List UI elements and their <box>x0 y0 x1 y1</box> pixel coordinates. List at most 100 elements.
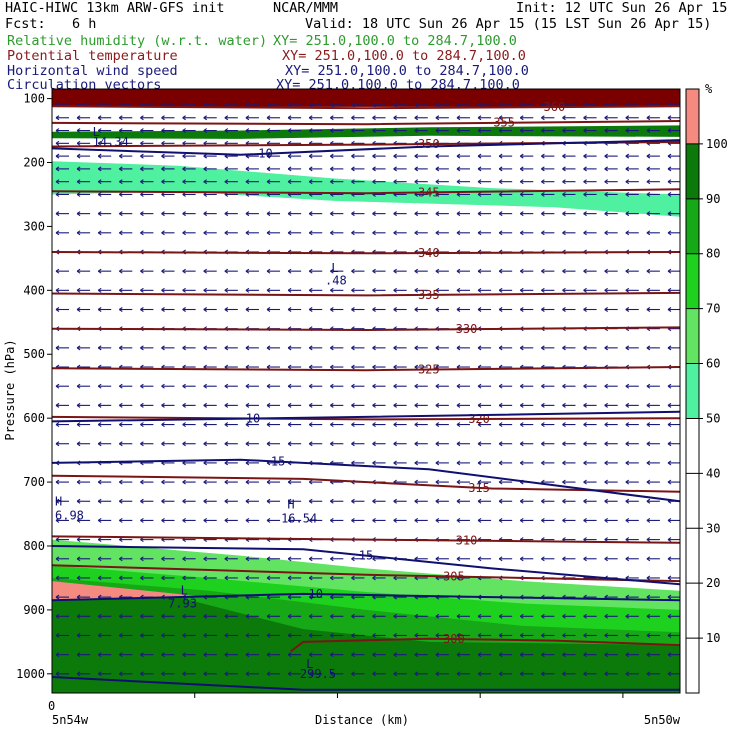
wind-vector <box>646 498 660 504</box>
wind-vector <box>477 671 492 677</box>
wind-vector <box>498 633 513 638</box>
wind-vector <box>541 192 555 197</box>
wind-vector <box>245 671 259 677</box>
wind-vector <box>76 211 91 217</box>
colorbar-unit: % <box>705 82 713 96</box>
wind-vector <box>161 345 175 351</box>
wind-vector <box>287 128 302 134</box>
wind-vector <box>203 166 217 172</box>
wind-vector <box>351 211 365 217</box>
wind-vector <box>393 633 407 638</box>
wind-vector <box>55 479 69 485</box>
wind-vector <box>562 153 576 159</box>
wind-vector <box>498 153 513 159</box>
wind-vector <box>646 479 660 485</box>
wind-vector <box>55 537 69 543</box>
wind-vector <box>140 671 154 677</box>
extremum-annotation: L <box>306 657 313 671</box>
wind-vector <box>119 556 133 562</box>
wind-vector <box>372 517 386 523</box>
wind-vector <box>308 128 323 134</box>
wind-vector <box>140 115 154 121</box>
wind-vector <box>76 613 91 619</box>
wind-vector <box>393 102 407 108</box>
wind-vector <box>393 230 407 236</box>
wind-vector <box>97 192 112 197</box>
wind-vector <box>161 479 175 485</box>
wind-vector <box>119 479 133 485</box>
wind-vector <box>351 652 365 658</box>
wind-vector <box>119 166 133 172</box>
wind-vector <box>541 115 555 121</box>
wind-vector <box>330 128 344 134</box>
field-name-vectors: Circulation vectors <box>7 78 162 89</box>
wind-vector <box>583 166 597 172</box>
wind-vector <box>667 537 680 543</box>
wind-vector <box>372 422 386 428</box>
wind-vector <box>55 230 69 236</box>
wind-vector <box>498 192 513 197</box>
wind-vector <box>330 364 344 370</box>
wind-vector <box>372 211 386 217</box>
wind-vector <box>667 211 680 217</box>
wind-vector <box>119 441 133 447</box>
wind-vector <box>330 498 344 504</box>
wind-vector <box>97 153 112 159</box>
wind-vector <box>456 613 470 619</box>
wind-vector <box>140 383 154 389</box>
wind-vector <box>604 652 618 658</box>
wind-vector <box>182 441 196 447</box>
wind-vector <box>519 402 534 408</box>
wind-vector <box>393 287 407 293</box>
wind-vector <box>287 517 302 523</box>
wind-vector <box>667 479 680 485</box>
wind-vector <box>266 575 281 581</box>
wind-vector <box>203 441 217 447</box>
wind-vector <box>287 307 302 312</box>
wind-vector <box>519 166 534 172</box>
wind-vector <box>477 166 492 172</box>
wind-vector <box>287 556 302 562</box>
theta-contour-325 <box>52 366 680 372</box>
wind-vector <box>140 517 154 523</box>
wind-vector <box>119 179 133 185</box>
wind-vector <box>203 345 217 351</box>
wind-vector <box>55 268 69 274</box>
wind-vector <box>372 307 386 312</box>
wind-vector <box>287 287 302 293</box>
wind-vector <box>97 345 112 351</box>
wind-vector <box>372 575 386 581</box>
wind-vector <box>477 460 492 466</box>
extremum-annotation: L <box>331 261 338 275</box>
wind-vector <box>604 115 618 121</box>
wind-vector <box>55 307 69 312</box>
theta-contour-label: 350 <box>418 137 440 151</box>
wind-vector <box>667 166 680 172</box>
wind-vector <box>161 128 175 134</box>
wind-vector <box>308 613 323 619</box>
wind-vector <box>97 652 112 658</box>
wind-vector <box>498 287 513 293</box>
wind-vector <box>287 441 302 447</box>
wind-vector <box>182 517 196 523</box>
colorbar-tick-label: 90 <box>706 192 720 206</box>
wind-vector <box>583 556 597 562</box>
wind-vector <box>119 517 133 523</box>
wind-vector <box>76 441 91 447</box>
wind-vector <box>604 307 618 312</box>
wind-vector <box>583 498 597 504</box>
wind-vector <box>182 498 196 504</box>
wind-vector <box>119 652 133 658</box>
wind-vector <box>456 345 470 351</box>
wind-vector <box>55 128 69 134</box>
wind-vector <box>562 230 576 236</box>
wind-vector <box>562 402 576 408</box>
theta-contour-355 <box>52 120 680 126</box>
wind-vector <box>76 140 91 146</box>
wind-vector <box>625 166 639 172</box>
theta-contour-label: 335 <box>418 288 440 302</box>
wind-vector <box>182 128 196 134</box>
wind-vector <box>308 652 323 658</box>
wind-vector <box>435 211 449 217</box>
wind-vector <box>562 479 576 485</box>
